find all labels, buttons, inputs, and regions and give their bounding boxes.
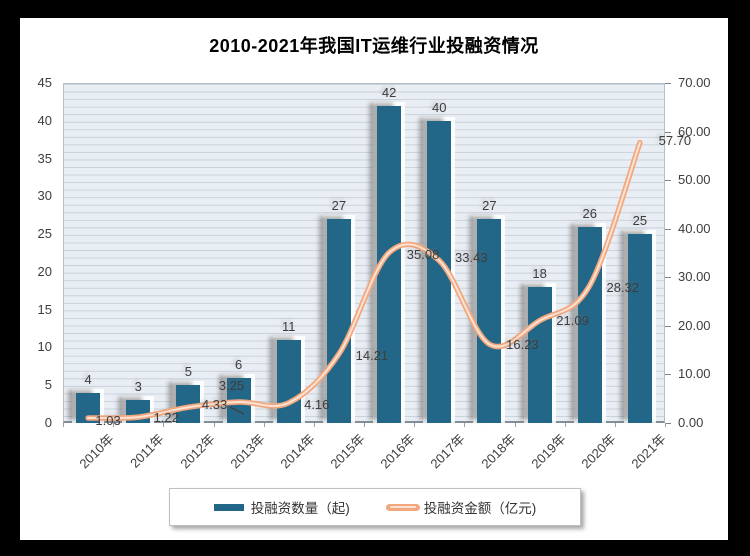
bar-value-label: 27: [482, 198, 497, 213]
x-axis-tick-mark: [464, 423, 466, 427]
x-axis-label-2011年: 2011年: [127, 431, 167, 471]
line-value-label: 14.21: [355, 347, 389, 363]
legend-item-amount: 投融资金额（亿元): [385, 497, 537, 517]
bar-value-label: 3: [134, 379, 142, 395]
x-axis-label-2021年: 2021年: [628, 431, 669, 472]
bar-series-swatch-icon: [213, 503, 244, 511]
right-axis-tick-mark: [665, 374, 671, 376]
bar-value-label: 5: [184, 364, 193, 380]
right-axis-tick-mark: [665, 423, 671, 424]
legend: 投融资数量（起) 投融资金额（亿元): [169, 488, 581, 526]
right-axis-tick-label: 20.00: [678, 317, 711, 333]
bar-2017年: [427, 120, 452, 423]
x-axis-tick-mark: [364, 423, 365, 427]
line-series-swatch-icon: [385, 503, 420, 511]
left-axis-tick-label: 20: [37, 263, 52, 279]
line-value-label: 57.70: [658, 132, 692, 148]
bar-value-label: 25: [632, 213, 648, 229]
legend-item-count: 投融资数量（起): [213, 497, 350, 517]
right-axis-tick-mark: [665, 228, 671, 230]
right-axis-tick-mark: [665, 131, 671, 133]
left-axis-tick-label: 15: [37, 301, 52, 317]
x-axis-tick-mark: [213, 423, 215, 427]
x-axis-tick-mark: [263, 423, 265, 427]
right-axis-tick-label: 60.00: [678, 123, 711, 139]
x-axis-tick-mark: [414, 423, 416, 427]
x-axis-tick-mark: [163, 423, 165, 427]
bar-value-label: 4: [84, 371, 92, 387]
plot-area: [63, 83, 665, 423]
x-axis-tick-mark: [313, 423, 315, 427]
bar-value-label: 11: [282, 318, 296, 334]
x-axis-label-2020年: 2020年: [578, 431, 619, 472]
x-axis-tick-mark: [514, 423, 516, 427]
x-axis-tick-mark: [113, 423, 115, 427]
right-axis-tick-label: 50.00: [678, 172, 711, 188]
x-axis-label-2013年: 2013年: [227, 431, 268, 472]
right-axis-tick-mark: [665, 277, 671, 279]
x-axis-label-2016年: 2016年: [377, 431, 418, 472]
left-axis-tick-label: 45: [37, 75, 52, 90]
bar-2015年: [326, 219, 351, 423]
line-value-label: 3.25: [218, 378, 245, 394]
right-axis-tick-label: 30.00: [678, 269, 711, 285]
line-value-label: 28.32: [606, 280, 640, 296]
line-value-label: 1.22: [153, 410, 179, 426]
line-value-label: 1.03: [95, 412, 121, 428]
line-value-label: 21.09: [556, 312, 589, 328]
line-value-label: 16.23: [506, 337, 539, 353]
left-axis-tick-label: 40: [37, 112, 52, 128]
x-axis-tick-mark: [614, 423, 616, 427]
bar-2016年: [377, 105, 402, 423]
x-axis-label-2015年: 2015年: [327, 431, 368, 472]
right-axis-tick-label: 70.00: [678, 75, 711, 90]
left-axis-tick-label: 0: [44, 415, 52, 430]
x-axis-label-2010年: 2010年: [76, 431, 117, 472]
x-axis-label-2018年: 2018年: [477, 431, 519, 472]
x-axis-label-2019年: 2019年: [528, 431, 569, 472]
bar-value-label: 40: [432, 99, 447, 115]
line-swatch-core: [389, 506, 416, 508]
x-axis-label-2017年: 2017年: [427, 431, 468, 472]
chart-area: 2010-2021年我国IT运维行业投融资情况 4 3 5 6 11 27 42 40 27 18…: [20, 18, 728, 540]
chart-title: 2010-2021年我国IT运维行业投融资情况: [209, 36, 539, 56]
right-axis-tick-mark: [665, 180, 671, 182]
line-value-label: 4.33: [201, 396, 228, 412]
line-value-label: 33.43: [454, 249, 488, 265]
left-axis-tick-label: 30: [37, 188, 52, 204]
x-axis-tick-mark: [63, 423, 64, 427]
right-axis-tick-mark: [665, 83, 671, 84]
bar-value-label: 26: [582, 205, 597, 221]
x-axis-label-2014年: 2014年: [277, 431, 318, 472]
left-axis-tick-label: 25: [37, 226, 52, 242]
bar-value-label: 42: [381, 84, 397, 100]
left-axis-tick-label: 10: [37, 339, 52, 355]
right-axis-tick-mark: [665, 325, 671, 327]
x-axis-tick-mark: [665, 423, 666, 427]
bar-value-label: 18: [532, 266, 547, 281]
right-axis-tick-label: 0.00: [678, 415, 704, 430]
left-axis-tick-label: 35: [37, 150, 52, 166]
right-axis-tick-label: 10.00: [678, 366, 711, 382]
right-axis-tick-label: 40.00: [678, 220, 711, 236]
bar-2019年: [527, 287, 552, 423]
bar-value-label: 27: [331, 198, 347, 213]
left-axis-tick-label: 5: [44, 377, 52, 393]
bar-value-label: 6: [234, 356, 243, 372]
legend-label-count: 投融资数量（起): [250, 501, 350, 516]
line-value-label: 4.16: [304, 396, 330, 412]
legend-label-amount: 投融资金额（亿元): [423, 501, 537, 516]
bar-2021年: [627, 234, 652, 423]
x-axis-label-2012年: 2012年: [176, 431, 218, 472]
x-axis-tick-mark: [564, 423, 566, 427]
